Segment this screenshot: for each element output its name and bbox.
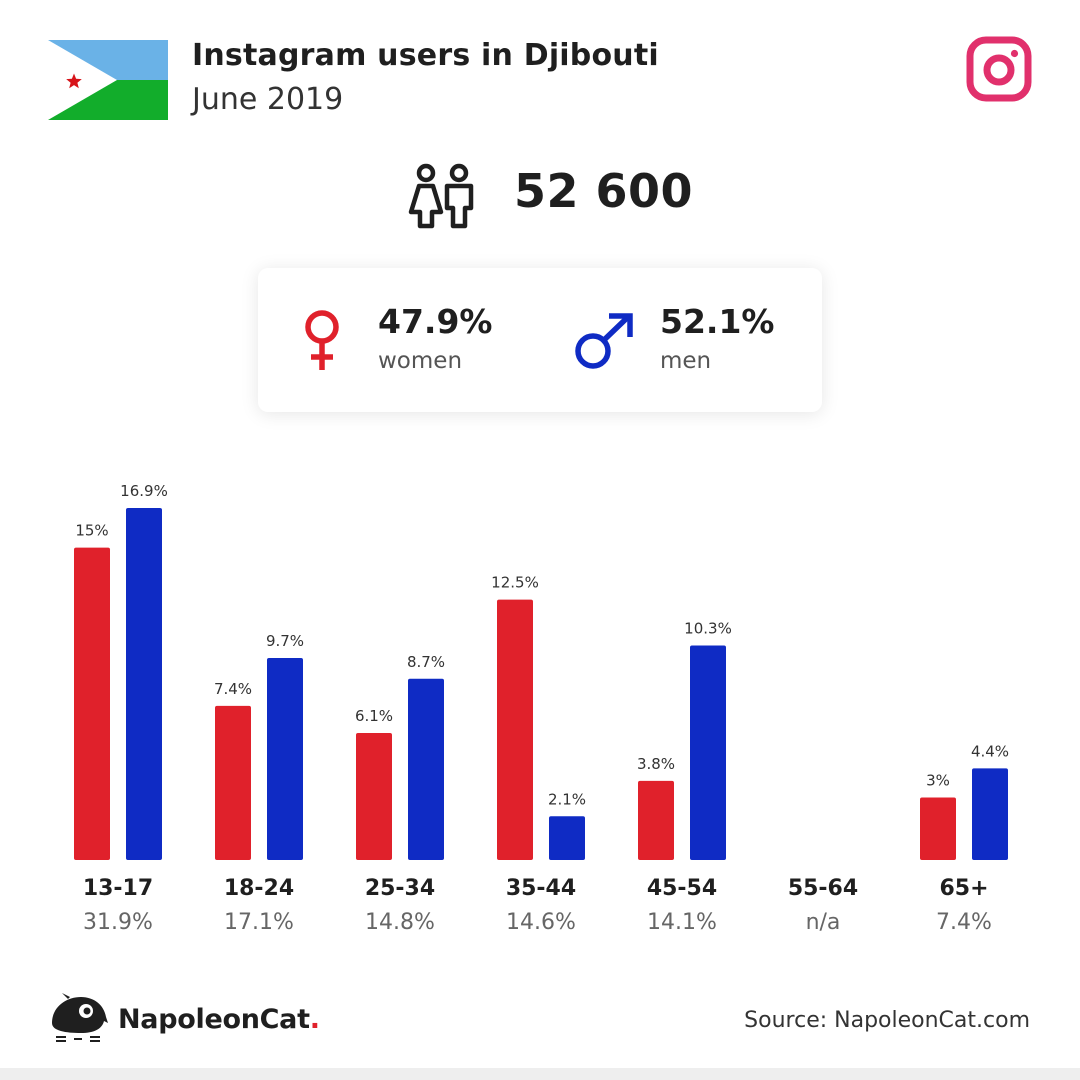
bar-label-men-18-24: 9.7% xyxy=(266,632,304,650)
age-total-45-54: 14.1% xyxy=(647,910,717,935)
brand-dot: . xyxy=(309,1004,320,1035)
age-label-65+: 65+ xyxy=(939,876,989,901)
age-total-25-34: 14.8% xyxy=(365,910,435,935)
age-gender-bar-chart: 15% 16.9% 7.4% 9.7% 6.1% 8.7% 12.5% 2.1% 3.8% 10.… xyxy=(74,482,1009,860)
flag-djibouti xyxy=(48,40,168,120)
male-symbol-icon xyxy=(575,313,633,369)
bar-men-25-34 xyxy=(408,678,444,860)
bar-label-women-13-17: 15% xyxy=(75,522,108,540)
age-label-35-44: 35-44 xyxy=(505,876,577,901)
bar-label-men-25-34: 8.7% xyxy=(407,653,445,671)
bar-women-13-17 xyxy=(74,547,110,860)
age-label-55-64: 55-64 xyxy=(787,876,859,901)
brand-text: NapoleonCat xyxy=(118,1004,310,1035)
bar-women-35-44 xyxy=(497,599,533,860)
age-total-13-17: 31.9% xyxy=(83,910,153,935)
age-label-25-34: 25-34 xyxy=(364,876,436,901)
bar-label-women-35-44: 12.5% xyxy=(491,574,539,592)
bar-label-men-13-17: 16.9% xyxy=(120,482,168,500)
people-icon xyxy=(408,163,474,229)
men-percentage: 52.1% xyxy=(660,302,775,341)
men-label: men xyxy=(660,348,712,374)
bar-men-18-24 xyxy=(267,657,303,860)
bar-men-45-54 xyxy=(690,645,726,860)
women-label: women xyxy=(378,348,463,374)
age-total-65+: 7.4% xyxy=(936,910,992,935)
bar-men-65+ xyxy=(972,768,1008,860)
age-total-18-24: 17.1% xyxy=(224,910,294,935)
age-total-55-64: n/a xyxy=(805,910,841,935)
bar-label-women-18-24: 7.4% xyxy=(214,680,252,698)
bar-label-men-45-54: 10.3% xyxy=(684,619,732,637)
napoleoncat-logo xyxy=(52,993,108,1042)
footer-band xyxy=(0,1068,1080,1080)
age-label-45-54: 45-54 xyxy=(646,876,718,901)
female-symbol-icon xyxy=(305,310,339,370)
bar-men-13-17 xyxy=(126,508,162,860)
bar-women-18-24 xyxy=(215,705,251,860)
bar-label-men-65+: 4.4% xyxy=(971,742,1009,760)
bar-women-25-34 xyxy=(356,732,392,860)
instagram-icon xyxy=(966,36,1032,102)
age-total-35-44: 14.6% xyxy=(506,910,576,935)
gender-card xyxy=(258,268,822,412)
source-text: Source: NapoleonCat.com xyxy=(744,1008,1030,1033)
bar-men-35-44 xyxy=(549,816,585,860)
age-label-13-17: 13-17 xyxy=(82,876,154,901)
women-percentage: 47.9% xyxy=(378,302,493,341)
bar-label-women-45-54: 3.8% xyxy=(637,755,675,773)
page-title: Instagram users in Djibouti xyxy=(192,38,659,73)
page-subtitle: June 2019 xyxy=(192,82,344,117)
age-label-18-24: 18-24 xyxy=(223,876,295,901)
bar-label-men-35-44: 2.1% xyxy=(548,790,586,808)
brand-name: NapoleonCat. xyxy=(118,1004,320,1035)
bar-label-women-25-34: 6.1% xyxy=(355,707,393,725)
bar-women-65+ xyxy=(920,797,956,860)
bar-women-45-54 xyxy=(638,780,674,860)
bar-label-women-65+: 3% xyxy=(926,772,950,790)
total-users: 52 600 xyxy=(514,164,694,218)
